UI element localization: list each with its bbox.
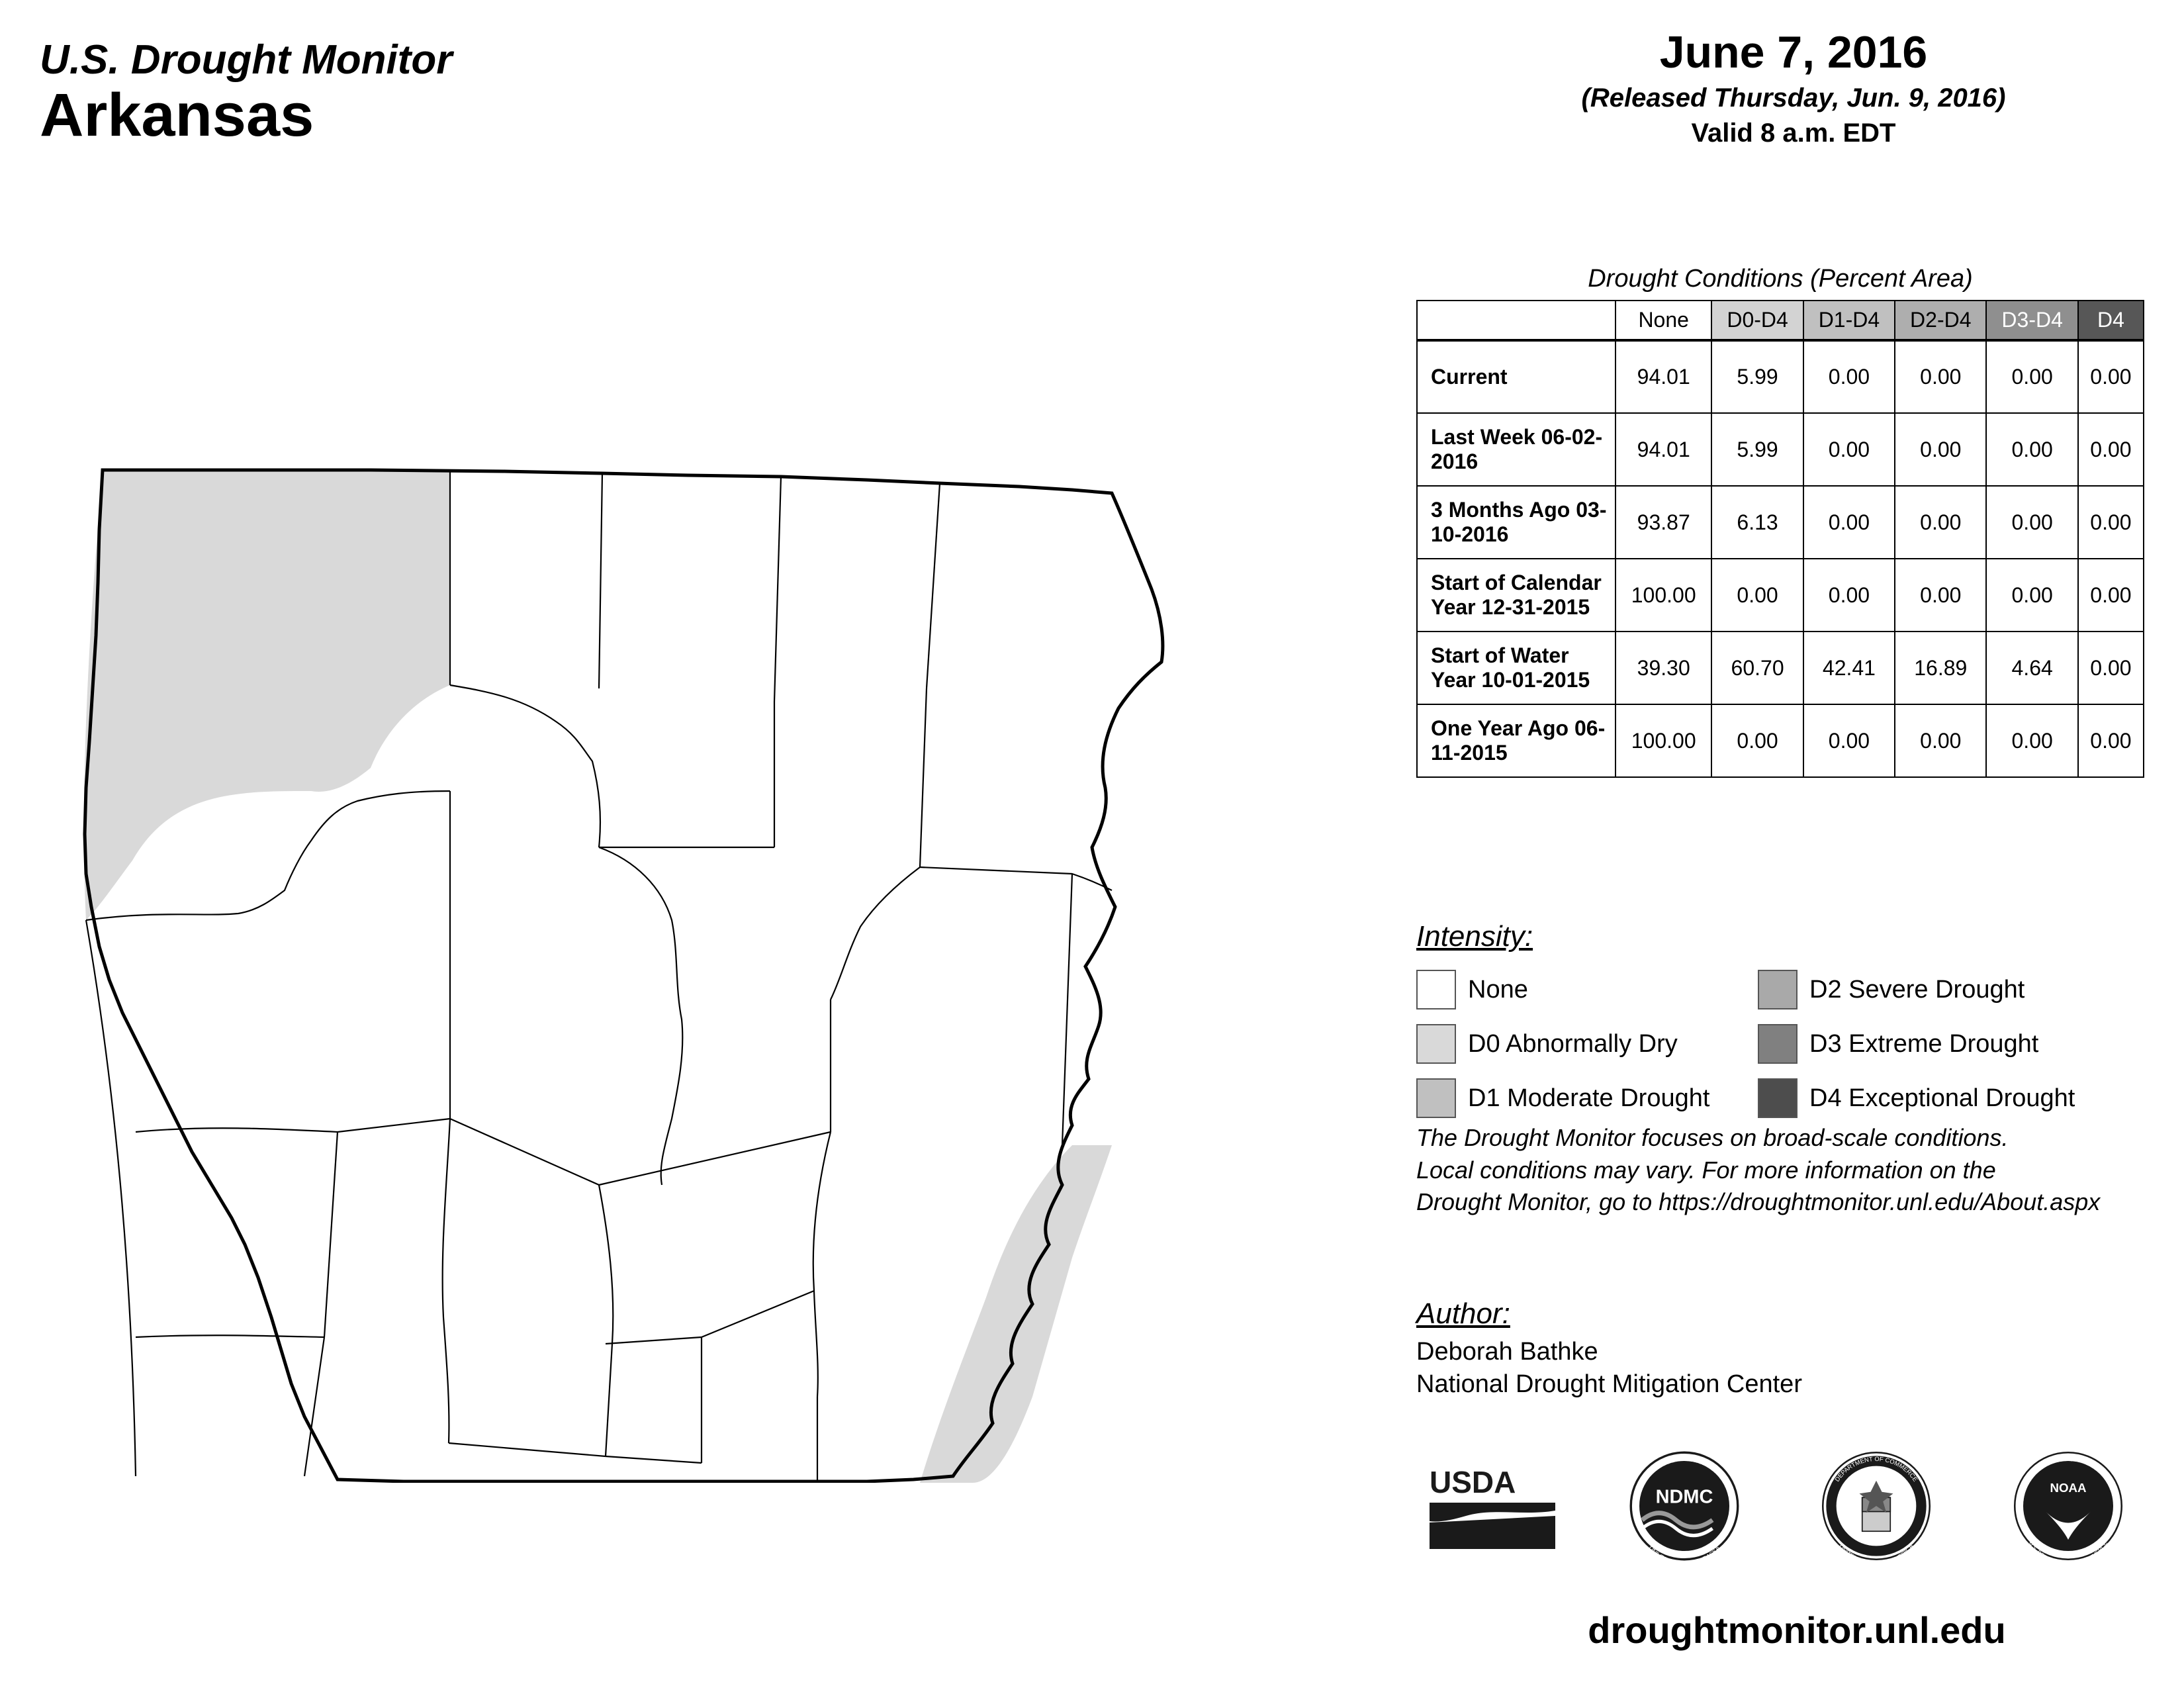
logos-section: USDA NDMC NATIONAL DROUGHT MITIGATION CE… — [1416, 1450, 2177, 1562]
cell-4-0: 39.30 — [1615, 632, 1711, 704]
col-header-d2d4: D2-D4 — [1895, 301, 1986, 340]
header-left-block: U.S. Drought Monitor Arkansas — [40, 36, 1297, 148]
state-title: Arkansas — [40, 83, 1297, 148]
table-body: Current 94.01 5.99 0.00 0.00 0.00 0.00 L… — [1417, 340, 2144, 777]
cell-5-4: 0.00 — [1986, 704, 2077, 777]
commerce-logo: DEPARTMENT OF COMMERCE UNITED STATES OF … — [1800, 1450, 1952, 1562]
disclaimer-line1: The Drought Monitor focuses on broad-sca… — [1416, 1122, 2177, 1154]
author-title: Author: — [1416, 1297, 2144, 1331]
table-row: 3 Months Ago 03-10-2016 93.87 6.13 0.00 … — [1417, 486, 2144, 559]
header-right-block: June 7, 2016 (Released Thursday, Jun. 9,… — [1496, 26, 2091, 148]
legend-swatch-none — [1416, 970, 1456, 1009]
cell-0-5: 0.00 — [2078, 340, 2144, 413]
cell-5-5: 0.00 — [2078, 704, 2144, 777]
author-org: National Drought Mitigation Center — [1416, 1368, 2144, 1401]
cell-3-2: 0.00 — [1803, 559, 1895, 632]
cell-5-3: 0.00 — [1895, 704, 1986, 777]
cell-2-2: 0.00 — [1803, 486, 1895, 559]
noaa-logo: NOAA NATIONAL OCEANIC AND ATMOSPHERIC AD… — [1992, 1450, 2144, 1562]
disclaimer-text: The Drought Monitor focuses on broad-sca… — [1416, 1122, 2177, 1219]
cell-0-3: 0.00 — [1895, 340, 1986, 413]
table-row: One Year Ago 06-11-2015 100.00 0.00 0.00… — [1417, 704, 2144, 777]
cell-4-4: 4.64 — [1986, 632, 2077, 704]
legend-label-d4: D4 Exceptional Drought — [1809, 1084, 2144, 1113]
legend-title: Intensity: — [1416, 920, 2144, 953]
col-header-d4: D4 — [2078, 301, 2144, 340]
cell-3-3: 0.00 — [1895, 559, 1986, 632]
disclaimer-line2: Local conditions may vary. For more info… — [1416, 1154, 2177, 1187]
cell-0-2: 0.00 — [1803, 340, 1895, 413]
monitor-title: U.S. Drought Monitor — [40, 36, 1297, 83]
table-caption: Drought Conditions (Percent Area) — [1416, 265, 2144, 293]
cell-5-1: 0.00 — [1711, 704, 1803, 777]
table-row: Start of Water Year 10-01-2015 39.30 60.… — [1417, 632, 2144, 704]
cell-2-1: 6.13 — [1711, 486, 1803, 559]
legend-swatch-d4 — [1758, 1078, 1797, 1118]
col-header-d0d4: D0-D4 — [1711, 301, 1803, 340]
cell-1-0: 94.01 — [1615, 413, 1711, 486]
legend-label-d1: D1 Moderate Drought — [1468, 1084, 1746, 1113]
cell-3-1: 0.00 — [1711, 559, 1803, 632]
legend-label-d2: D2 Severe Drought — [1809, 976, 2144, 1004]
col-header-none: None — [1615, 301, 1711, 340]
cell-1-5: 0.00 — [2078, 413, 2144, 486]
legend-swatch-d0 — [1416, 1024, 1456, 1064]
d0-region-northwest — [84, 470, 450, 920]
cell-0-4: 0.00 — [1986, 340, 2077, 413]
col-header-d1d4: D1-D4 — [1803, 301, 1895, 340]
legend-label-d3: D3 Extreme Drought — [1809, 1030, 2144, 1058]
cell-4-3: 16.89 — [1895, 632, 1986, 704]
arkansas-map — [40, 424, 1231, 1483]
date-valid: Valid 8 a.m. EDT — [1496, 118, 2091, 148]
ndmc-logo: NDMC NATIONAL DROUGHT MITIGATION CENTER … — [1608, 1450, 1760, 1562]
legend-label-d0: D0 Abnormally Dry — [1468, 1030, 1746, 1058]
cell-1-4: 0.00 — [1986, 413, 2077, 486]
intensity-legend: Intensity: None D2 Severe Drought D0 Abn… — [1416, 920, 2144, 1118]
author-name: Deborah Bathke — [1416, 1336, 2144, 1368]
footer-url: droughtmonitor.unl.edu — [1416, 1609, 2177, 1652]
row-date-4: 10-01-2015 — [1482, 668, 1590, 692]
table-row: Start of Calendar Year 12-31-2015 100.00… — [1417, 559, 2144, 632]
table-row: Last Week 06-02-2016 94.01 5.99 0.00 0.0… — [1417, 413, 2144, 486]
usda-logo: USDA — [1416, 1450, 1569, 1562]
usda-logo-text: USDA — [1430, 1465, 1516, 1499]
disclaimer-line3: Drought Monitor, go to https://droughtmo… — [1416, 1186, 2177, 1219]
d0-region-southeast — [920, 1145, 1112, 1483]
row-label-0: Current — [1431, 365, 1508, 389]
row-label-5: One Year Ago — [1431, 716, 1569, 740]
cell-2-3: 0.00 — [1895, 486, 1986, 559]
cell-4-5: 0.00 — [2078, 632, 2144, 704]
row-label-2: 3 Months Ago — [1431, 498, 1570, 522]
table-row: Current 94.01 5.99 0.00 0.00 0.00 0.00 — [1417, 340, 2144, 413]
svg-text:NDMC: NDMC — [1656, 1487, 1713, 1508]
cell-0-0: 94.01 — [1615, 340, 1711, 413]
row-label-1: Last Week — [1431, 425, 1535, 449]
legend-swatch-d3 — [1758, 1024, 1797, 1064]
cell-4-2: 42.41 — [1803, 632, 1895, 704]
cell-5-0: 100.00 — [1615, 704, 1711, 777]
cell-2-4: 0.00 — [1986, 486, 2077, 559]
legend-label-none: None — [1468, 976, 1746, 1004]
cell-2-0: 93.87 — [1615, 486, 1711, 559]
cell-5-2: 0.00 — [1803, 704, 1895, 777]
cell-1-3: 0.00 — [1895, 413, 1986, 486]
col-header-d3d4: D3-D4 — [1986, 301, 2077, 340]
cell-3-5: 0.00 — [2078, 559, 2144, 632]
cell-0-1: 5.99 — [1711, 340, 1803, 413]
drought-table-section: Drought Conditions (Percent Area) None D… — [1416, 265, 2144, 778]
svg-text:NOAA: NOAA — [2050, 1481, 2086, 1495]
drought-conditions-table: None D0-D4 D1-D4 D2-D4 D3-D4 D4 Current … — [1416, 300, 2144, 778]
date-released: (Released Thursday, Jun. 9, 2016) — [1496, 83, 2091, 113]
author-section: Author: Deborah Bathke National Drought … — [1416, 1297, 2144, 1401]
cell-4-1: 60.70 — [1711, 632, 1803, 704]
row-date-3: 12-31-2015 — [1482, 595, 1590, 619]
cell-2-5: 0.00 — [2078, 486, 2144, 559]
legend-swatch-d2 — [1758, 970, 1797, 1009]
cell-1-2: 0.00 — [1803, 413, 1895, 486]
legend-swatch-d1 — [1416, 1078, 1456, 1118]
date-main: June 7, 2016 — [1496, 26, 2091, 78]
cell-3-0: 100.00 — [1615, 559, 1711, 632]
cell-3-4: 0.00 — [1986, 559, 2077, 632]
cell-1-1: 5.99 — [1711, 413, 1803, 486]
